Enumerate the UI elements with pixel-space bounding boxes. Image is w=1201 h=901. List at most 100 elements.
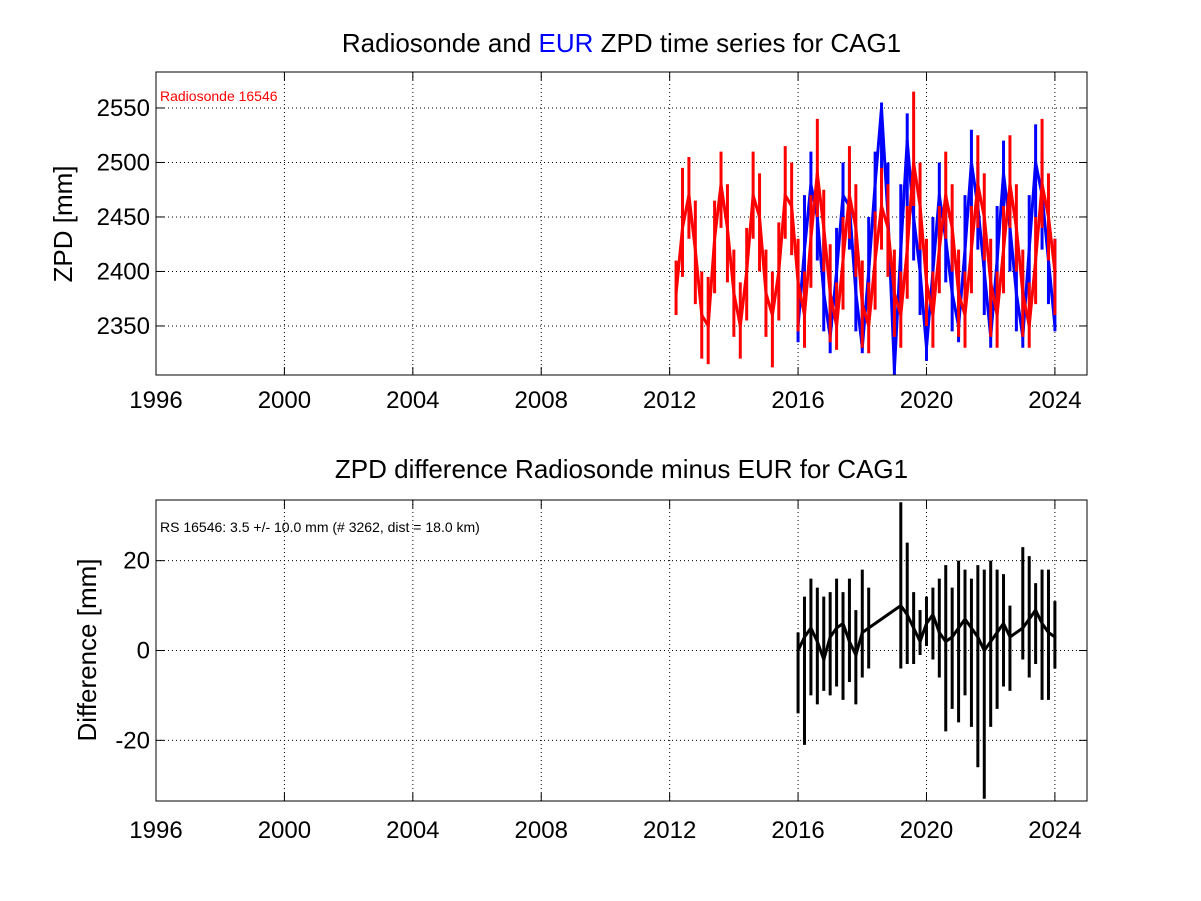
top-series-1-point (1015, 226, 1018, 229)
top-series-1-point (771, 314, 774, 317)
top-series-0-point (880, 106, 883, 109)
top-series-1-point (1028, 324, 1031, 327)
top-series-0-point (996, 259, 999, 262)
bottom-series-0-point (854, 653, 857, 656)
top-series-0-point (835, 270, 838, 273)
top-series-0-point (912, 215, 915, 218)
top-series-1-point (681, 226, 684, 229)
top-series-1-point (867, 324, 870, 327)
bottom-series-0-point (809, 627, 812, 630)
top-series-1-point (1034, 259, 1037, 262)
top-series-1-point (944, 194, 947, 197)
top-series-1-point (707, 324, 710, 327)
top-y-axis-label: ZPD [mm] (48, 166, 78, 283)
bottom-xtick-label: 1996 (129, 817, 182, 844)
top-ytick-label: 2400 (97, 258, 150, 285)
top-annotation: Radiosonde 16546 (160, 88, 278, 104)
top-xtick-label: 2020 (900, 387, 953, 414)
top-series-0-point (803, 248, 806, 251)
top-series-1-point (764, 292, 767, 295)
top-series-1-point (784, 194, 787, 197)
bottom-series-0-point (1041, 622, 1044, 625)
top-series-0-point (906, 139, 909, 142)
top-series-1-point (880, 205, 883, 208)
bottom-series-0-point (1008, 636, 1011, 639)
bottom-axes-box (156, 500, 1087, 801)
top-series-0-point (1002, 172, 1005, 175)
top-series-1-point (822, 226, 825, 229)
bottom-series-0-point (931, 613, 934, 616)
top-series-1-point (790, 205, 793, 208)
top-series-1-point (893, 292, 896, 295)
bottom-series-0-point (803, 636, 806, 639)
top-series-1-point (854, 226, 857, 229)
bottom-xtick-label: 2000 (258, 817, 311, 844)
top-series-1-point (925, 281, 928, 284)
top-series-1-point (1041, 183, 1044, 186)
bottom-series-0-point (1021, 627, 1024, 630)
top-series-1-point (951, 226, 954, 229)
top-series-1-point (797, 281, 800, 284)
top-series-0-point (899, 248, 902, 251)
top-series-1-point (803, 314, 806, 317)
bottom-series-0-point (957, 627, 960, 630)
bottom-title-part: ZPD difference Radiosonde minus EUR for … (335, 454, 908, 484)
top-series-1-point (989, 281, 992, 284)
top-series-1-point (1053, 270, 1056, 273)
top-xtick-label: 1996 (129, 387, 182, 414)
bottom-series-0-point (989, 640, 992, 643)
top-series-1-point (1021, 292, 1024, 295)
top-series-1-point (874, 259, 877, 262)
top-series-1-point (758, 215, 761, 218)
top-ytick-label: 2500 (97, 149, 150, 176)
bottom-series-0-point (996, 631, 999, 634)
top-title-part: Radiosonde and (342, 28, 539, 58)
top-series-1-point (829, 292, 832, 295)
top-series-1-point (777, 270, 780, 273)
bottom-series-0-point (835, 627, 838, 630)
top-series-0-point (951, 292, 954, 295)
top-series-1-point (957, 292, 960, 295)
bottom-chart-title: ZPD difference Radiosonde minus EUR for … (335, 454, 908, 484)
top-series-1-point (752, 194, 755, 197)
top-series-1-point (938, 248, 941, 251)
top-title-part: ZPD time series for CAG1 (593, 28, 901, 58)
top-series-1-point (675, 292, 678, 295)
top-series-0-point (938, 194, 941, 197)
top-series-0-point (867, 270, 870, 273)
top-xtick-label: 2012 (643, 387, 696, 414)
top-series-1-point (713, 237, 716, 240)
top-xtick-label: 2016 (771, 387, 824, 414)
top-series-1-point (687, 194, 690, 197)
bottom-series-0-point (970, 627, 973, 630)
top-series-0-point (1034, 161, 1037, 164)
top-series-0-point (874, 183, 877, 186)
top-axes-box (156, 72, 1087, 375)
top-series-1-point (931, 314, 934, 317)
top-series-1-point (835, 324, 838, 327)
top-series-1-point (739, 324, 742, 327)
bottom-xtick-label: 2004 (386, 817, 439, 844)
top-series-1-point (996, 314, 999, 317)
bottom-y-axis-label: Difference [mm] (72, 558, 102, 741)
bottom-series-0-point (938, 631, 941, 634)
top-series-0-point (970, 161, 973, 164)
top-series-0-point (964, 248, 967, 251)
top-series-1-point (816, 172, 819, 175)
bottom-ytick-label: 20 (123, 548, 150, 575)
top-series-0-point (842, 194, 845, 197)
top-xtick-label: 2008 (515, 387, 568, 414)
top-series-1-point (848, 194, 851, 197)
top-series-0-point (893, 368, 896, 371)
top-ytick-label: 2350 (97, 313, 150, 340)
top-series-1-point (732, 292, 735, 295)
bottom-series-0-point (1034, 609, 1037, 612)
bottom-series-0-point (951, 636, 954, 639)
bottom-series-0-point (829, 636, 832, 639)
top-series-1-point (720, 183, 723, 186)
bottom-series-0-point (944, 640, 947, 643)
top-series-1-point (745, 270, 748, 273)
bottom-xtick-label: 2024 (1028, 817, 1081, 844)
top-series-1-point (983, 215, 986, 218)
